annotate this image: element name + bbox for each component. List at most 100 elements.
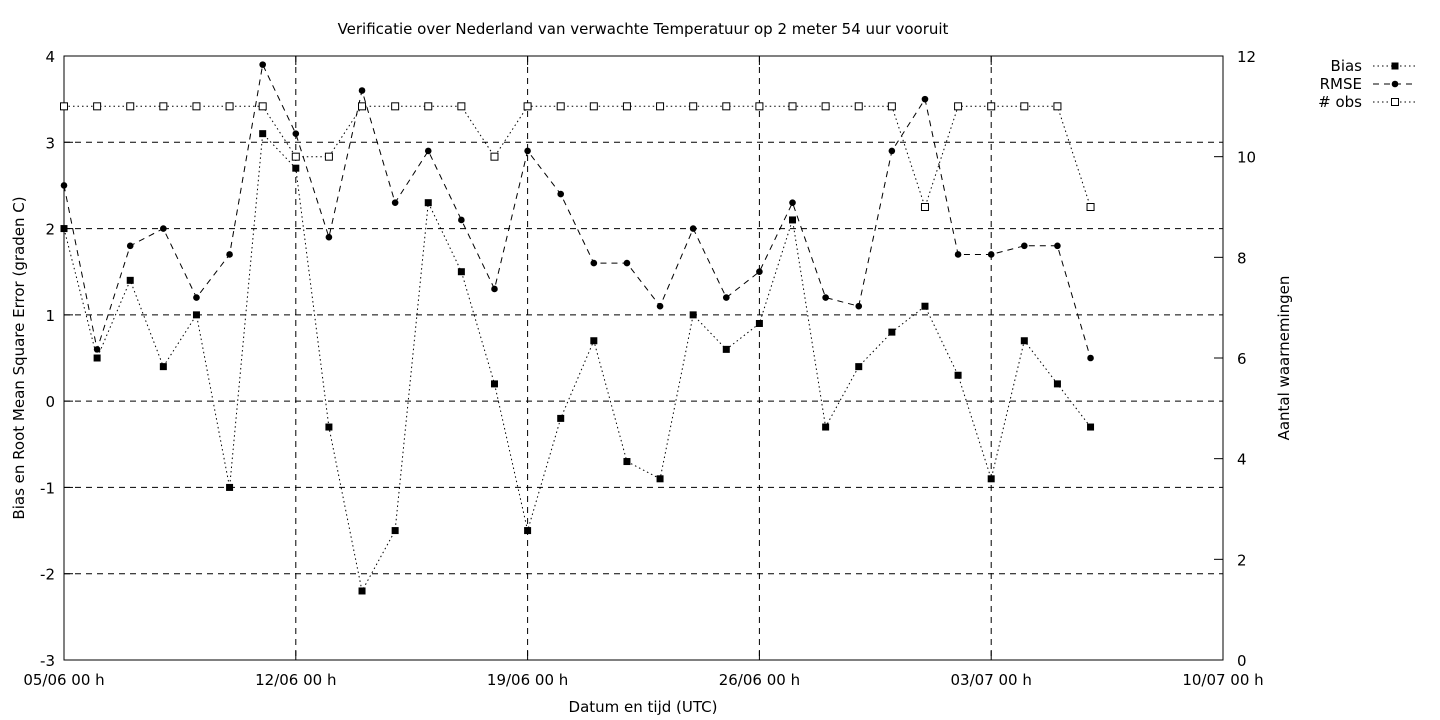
data-point xyxy=(590,259,598,267)
data-point xyxy=(291,152,300,161)
y-right-tick-label: 6 xyxy=(1237,350,1247,368)
data-point xyxy=(557,414,565,422)
data-point xyxy=(358,587,366,595)
data-point xyxy=(93,354,101,362)
data-point xyxy=(391,199,399,206)
data-point xyxy=(987,251,995,258)
data-point xyxy=(722,345,730,353)
series-obs xyxy=(60,102,1095,211)
data-point xyxy=(1087,354,1094,362)
y-left-tick-label: 3 xyxy=(45,134,55,152)
data-point xyxy=(1087,423,1095,431)
data-point xyxy=(623,458,631,466)
y-right-tick-label: 8 xyxy=(1237,249,1247,267)
data-point xyxy=(888,328,896,336)
data-point xyxy=(755,319,763,327)
data-point xyxy=(457,102,466,111)
data-point xyxy=(656,302,664,310)
series-line xyxy=(64,105,1091,209)
data-point xyxy=(788,102,797,111)
data-point xyxy=(391,102,400,111)
data-point xyxy=(457,268,465,276)
data-point xyxy=(259,130,267,138)
data-point xyxy=(490,380,498,388)
data-point xyxy=(789,216,797,224)
data-point xyxy=(126,242,134,250)
legend-marker xyxy=(1391,80,1399,88)
y-axis-label-right: Aantal waarnemingen xyxy=(1275,276,1293,441)
y-right-tick-label: 0 xyxy=(1237,652,1247,670)
data-point xyxy=(622,102,631,111)
data-point xyxy=(556,102,565,111)
data-point xyxy=(60,225,68,233)
legend-marker xyxy=(1391,98,1399,106)
y-right-tick-label: 2 xyxy=(1237,551,1247,569)
data-point xyxy=(623,259,631,267)
data-point xyxy=(888,147,896,155)
data-point xyxy=(987,102,996,111)
data-point xyxy=(689,311,697,319)
data-point xyxy=(159,102,168,111)
data-point xyxy=(689,102,698,111)
legend-label: Bias xyxy=(1331,57,1363,75)
data-point xyxy=(954,251,962,258)
data-point xyxy=(722,294,730,301)
data-point xyxy=(689,225,697,232)
data-point xyxy=(722,102,731,111)
y-left-tick-label: -1 xyxy=(40,479,55,497)
data-point xyxy=(822,423,830,431)
y-right-tick-label: 10 xyxy=(1237,149,1256,167)
series-rmse xyxy=(60,61,1094,362)
y-left-tick-label: 2 xyxy=(45,221,55,239)
series-layer xyxy=(60,61,1095,595)
data-point xyxy=(1054,242,1061,250)
y-left-tick-label: -2 xyxy=(40,566,55,584)
data-point xyxy=(391,527,399,535)
data-point xyxy=(920,203,929,211)
data-point xyxy=(258,102,267,111)
chart-title: Verificatie over Nederland van verwachte… xyxy=(338,20,949,38)
data-point xyxy=(126,276,134,284)
series-line xyxy=(63,132,1091,593)
data-point xyxy=(159,363,167,371)
data-point xyxy=(325,423,333,431)
data-point xyxy=(987,475,995,483)
x-tick-label: 19/06 00 h xyxy=(487,671,568,689)
data-point xyxy=(1053,102,1062,111)
data-point xyxy=(358,87,366,94)
data-point xyxy=(789,199,796,206)
data-point xyxy=(656,102,665,111)
data-point xyxy=(424,102,433,111)
y-axis-label-left: Bias en Root Mean Square Error (graden C… xyxy=(10,196,28,519)
y-left-tick-label: -3 xyxy=(40,652,55,670)
data-point xyxy=(292,130,300,137)
data-point xyxy=(93,346,101,353)
data-point xyxy=(491,285,498,293)
data-point xyxy=(226,251,233,258)
data-point xyxy=(855,363,863,371)
x-tick-label: 26/06 00 h xyxy=(719,671,800,689)
data-point xyxy=(1086,203,1095,211)
data-point xyxy=(60,102,68,111)
data-point xyxy=(225,102,234,111)
x-axis-label: Datum en tijd (UTC) xyxy=(569,698,718,716)
data-point xyxy=(656,475,664,483)
data-point xyxy=(887,102,896,111)
x-tick-label: 12/06 00 h xyxy=(255,671,336,689)
y-right-tick-label: 4 xyxy=(1237,451,1247,469)
data-point xyxy=(1021,242,1028,250)
legend-label: RMSE xyxy=(1320,75,1362,93)
data-point xyxy=(160,225,167,232)
data-point xyxy=(755,102,764,111)
data-point xyxy=(523,102,532,111)
data-point xyxy=(1020,337,1028,345)
y-left-tick-label: 0 xyxy=(45,393,55,411)
x-tick-label: 03/07 00 h xyxy=(951,671,1032,689)
x-tick-label: 10/07 00 h xyxy=(1182,671,1263,689)
data-point xyxy=(126,102,135,111)
data-point xyxy=(192,311,200,319)
data-point xyxy=(954,371,962,379)
data-point xyxy=(557,190,565,198)
